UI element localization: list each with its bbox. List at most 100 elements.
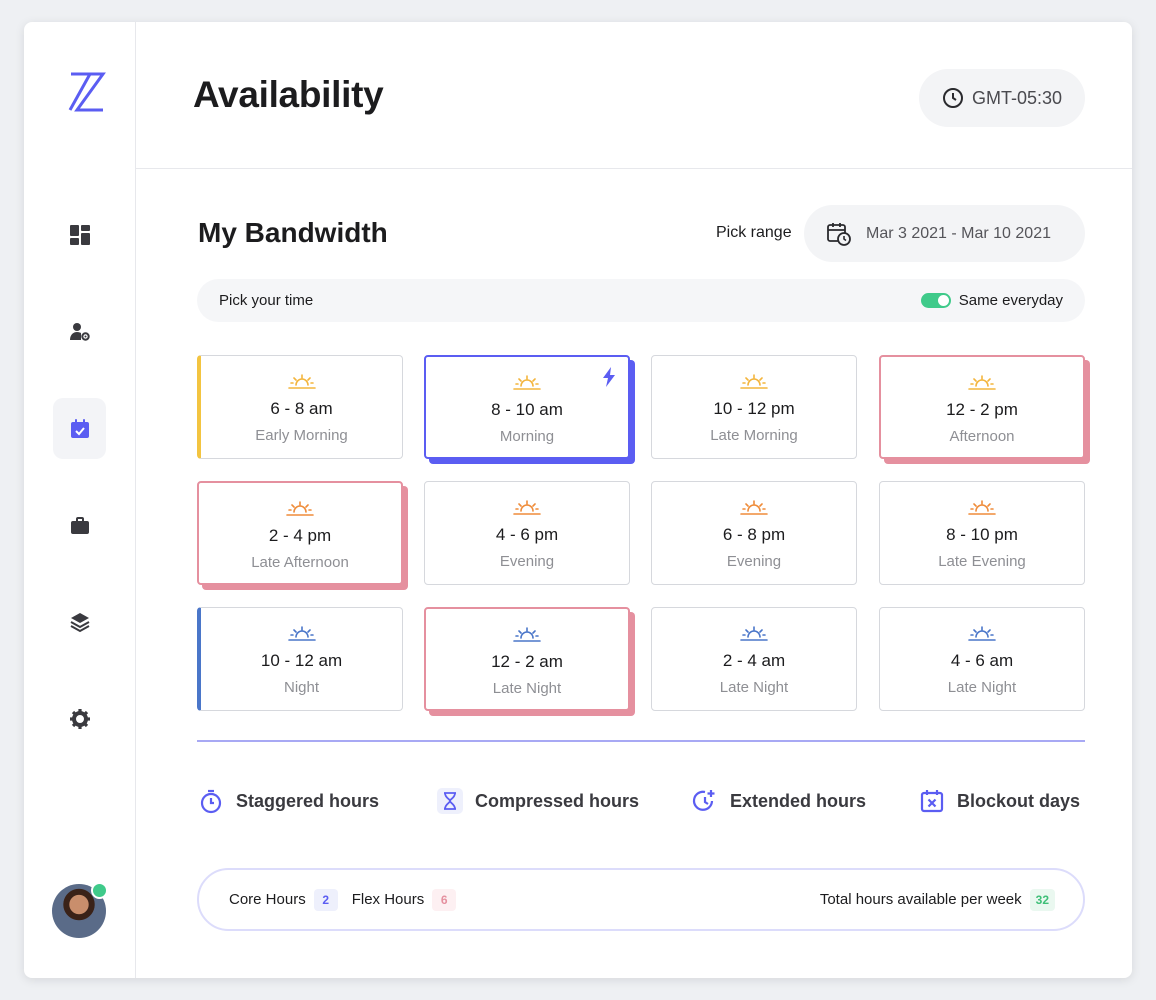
time-slot-card[interactable]: 6 - 8 pm Evening (651, 481, 857, 585)
slot-time: 10 - 12 am (260, 651, 343, 670)
app-logo[interactable] (68, 70, 106, 114)
slot-label: Late Night (719, 679, 789, 696)
time-slot-card[interactable]: 6 - 8 am Early Morning (197, 355, 403, 459)
hourglass-icon (437, 788, 463, 814)
user-settings-icon (69, 322, 90, 341)
gear-icon (69, 708, 90, 729)
slot-label: Evening (726, 553, 782, 570)
total-hours-label: Total hours available per week (819, 891, 1022, 908)
page-header: Availability GMT-05:30 (136, 22, 1132, 169)
slot-time: 6 - 8 pm (722, 525, 786, 544)
option-label: Extended hours (730, 790, 867, 811)
flex-hours: Flex Hours 6 (351, 888, 457, 911)
sidebar (24, 22, 136, 978)
timezone-value: GMT-05:30 (971, 87, 1063, 108)
sidebar-item-layers[interactable] (53, 591, 106, 652)
time-slot-card[interactable]: 12 - 2 pm Afternoon (879, 355, 1085, 459)
date-range-picker[interactable]: Mar 3 2021 - Mar 10 2021 (804, 205, 1085, 262)
app-window: Availability GMT-05:30 My Bandwidth Pick… (24, 22, 1132, 978)
sunrise-icon (287, 374, 316, 389)
calendar-clock-icon (827, 222, 851, 246)
range-label: Pick range (716, 224, 792, 241)
pick-time-bar: Pick your time Same everyday (197, 279, 1085, 322)
slot-label: Night (283, 679, 320, 696)
slot-time: 4 - 6 pm (495, 525, 559, 544)
sunrise-icon (740, 374, 768, 389)
slot-label: Late Morning (710, 427, 798, 444)
slot-label: Late Night (947, 679, 1017, 696)
extended-hours-option[interactable]: Extended hours (692, 788, 866, 814)
slot-time: 8 - 10 pm (946, 525, 1018, 544)
sidebar-item-settings[interactable] (53, 688, 106, 749)
staggered-hours-option[interactable]: Staggered hours (198, 788, 379, 814)
sunrise-icon (513, 375, 541, 390)
time-slot-card[interactable]: 2 - 4 am Late Night (651, 607, 857, 711)
time-slot-card[interactable]: 8 - 10 pm Late Evening (879, 481, 1085, 585)
core-hours-label: Core Hours (229, 891, 306, 908)
hours-summary: Core Hours 2 Flex Hours 6 Total hours av… (197, 868, 1085, 931)
briefcase-icon (70, 516, 89, 534)
blockout-days-option[interactable]: Blockout days (919, 788, 1080, 814)
slot-time: 2 - 4 am (722, 651, 786, 670)
stopwatch-icon (200, 789, 222, 814)
clock-icon (942, 88, 963, 108)
sidebar-item-calendar[interactable] (53, 398, 106, 459)
pick-time-label: Pick your time (219, 292, 314, 309)
total-hours-badge: 32 (1029, 888, 1055, 911)
bolt-icon (603, 367, 615, 387)
time-slot-card[interactable]: 12 - 2 am Late Night (424, 607, 630, 711)
moon-horizon-icon (740, 626, 768, 641)
flex-hours-badge: 6 (432, 888, 457, 911)
sunset-icon (286, 501, 314, 516)
slot-label: Evening (499, 553, 555, 570)
total-hours: Total hours available per week 32 (819, 888, 1055, 911)
slot-time: 10 - 12 pm (713, 399, 795, 418)
avatar[interactable] (52, 882, 108, 938)
slot-label: Late Night (492, 680, 562, 697)
moon-horizon-icon (968, 626, 996, 641)
slot-label: Early Morning (255, 427, 348, 444)
divider (197, 740, 1085, 742)
timezone-selector[interactable]: GMT-05:30 (919, 69, 1085, 127)
slot-time: 6 - 8 am (270, 399, 333, 418)
time-slot-card[interactable]: 2 - 4 pm Late Afternoon (197, 481, 403, 585)
same-everyday-control: Same everyday (920, 292, 1063, 309)
date-range-value: Mar 3 2021 - Mar 10 2021 (866, 224, 1051, 242)
sidebar-item-briefcase[interactable] (53, 495, 106, 556)
sunset-icon (513, 500, 541, 515)
dashboard-icon (69, 224, 90, 245)
moon-horizon-icon (513, 627, 541, 642)
option-label: Compressed hours (475, 790, 640, 811)
sidebar-item-user-settings[interactable] (53, 301, 106, 362)
same-everyday-label: Same everyday (958, 292, 1063, 309)
slot-time: 2 - 4 pm (268, 526, 332, 545)
time-slot-card[interactable]: 10 - 12 am Night (197, 607, 403, 711)
slot-label: Morning (499, 428, 555, 445)
calendar-check-icon (70, 418, 89, 438)
time-slot-card[interactable]: 8 - 10 am Morning (424, 355, 630, 459)
sunset-icon (740, 500, 768, 515)
hours-breakdown: Core Hours 2 Flex Hours 6 (229, 888, 457, 911)
time-slot-card[interactable]: 4 - 6 pm Evening (424, 481, 630, 585)
slot-label: Afternoon (949, 428, 1015, 445)
moon-horizon-icon (287, 626, 316, 641)
sidebar-item-dashboard[interactable] (53, 204, 106, 265)
slot-time: 12 - 2 pm (946, 400, 1018, 419)
clock-plus-icon (692, 790, 715, 811)
slot-time: 8 - 10 am (491, 400, 563, 419)
slot-time: 4 - 6 am (950, 651, 1014, 670)
option-label: Staggered hours (236, 790, 380, 811)
time-slot-card[interactable]: 4 - 6 am Late Night (879, 607, 1085, 711)
calendar-x-icon (920, 790, 944, 813)
slot-label: Late Evening (938, 553, 1026, 570)
time-slot-card[interactable]: 10 - 12 pm Late Morning (651, 355, 857, 459)
layers-icon (70, 612, 89, 632)
compressed-hours-option[interactable]: Compressed hours (437, 788, 639, 814)
page-title: Availability (193, 74, 384, 115)
core-hours-badge: 2 (313, 888, 338, 911)
sunrise-icon (968, 375, 996, 390)
flex-hours-label: Flex Hours (351, 891, 425, 908)
same-everyday-toggle[interactable] (920, 293, 951, 308)
core-hours: Core Hours 2 (229, 888, 338, 911)
option-label: Blockout days (957, 790, 1081, 811)
